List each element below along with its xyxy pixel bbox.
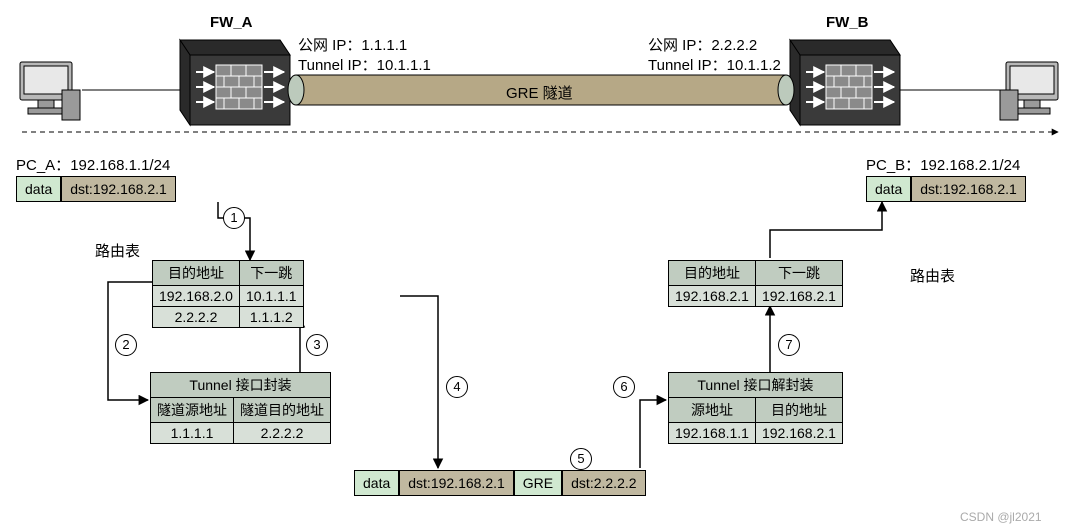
- rt-a-title: 路由表: [95, 240, 140, 261]
- step-2: 2: [115, 334, 137, 356]
- pkt-mid-dst2: dst:2.2.2.2: [562, 470, 645, 496]
- rt-a-hdr-next: 下一跳: [239, 261, 303, 286]
- tun-b-title: Tunnel 接口解封装: [669, 373, 843, 398]
- step-7: 7: [778, 334, 800, 356]
- step-5: 5: [570, 448, 592, 470]
- fw-b-label: FW_B: [826, 14, 869, 31]
- fw-b-icon: [790, 40, 900, 125]
- pc-a-icon: [20, 62, 80, 120]
- rt-a-hdr-dest: 目的地址: [153, 261, 240, 286]
- pkt-mid-data: data: [354, 470, 399, 496]
- step-6: 6: [613, 376, 635, 398]
- tun-b-dst: 192.168.2.1: [755, 423, 842, 444]
- tun-b-hdr-src: 源地址: [669, 398, 756, 423]
- tun-b-src: 192.168.1.1: [669, 423, 756, 444]
- step-3: 3: [306, 334, 328, 356]
- rt-a-row0-next: 10.1.1.1: [239, 286, 303, 307]
- rt-b-row0-dest: 192.168.2.1: [669, 286, 756, 307]
- pkt-mid-dst1: dst:192.168.2.1: [399, 470, 514, 496]
- tun-a-hdr-src: 隧道源地址: [151, 398, 234, 423]
- packet-mid: data dst:192.168.2.1 GRE dst:2.2.2.2: [354, 470, 646, 496]
- tun-b-hdr-dst: 目的地址: [755, 398, 842, 423]
- rt-a-row1-next: 1.1.1.2: [239, 307, 303, 328]
- watermark: CSDN @jl2021: [960, 510, 1042, 524]
- fw-b-tun: Tunnel IP：10.1.1.2: [648, 54, 781, 75]
- pc-b-icon: [1000, 62, 1058, 120]
- tun-a-dst: 2.2.2.2: [234, 423, 331, 444]
- packet-a: data dst:192.168.2.1: [16, 176, 176, 202]
- pkt-a-dst: dst:192.168.2.1: [61, 176, 176, 202]
- fw-a-icon: [180, 40, 290, 125]
- tun-a-title: Tunnel 接口封装: [151, 373, 331, 398]
- fw-a-tun: Tunnel IP：10.1.1.1: [298, 54, 431, 75]
- routing-table-b: 目的地址下一跳 192.168.2.1192.168.2.1: [668, 260, 843, 307]
- tunnel-decap-b: Tunnel 接口解封装 源地址目的地址 192.168.1.1192.168.…: [668, 372, 843, 444]
- step-1: 1: [223, 207, 245, 229]
- rt-a-row0-dest: 192.168.2.0: [153, 286, 240, 307]
- gre-tunnel-label: GRE 隧道: [506, 82, 573, 103]
- rt-a-row1-dest: 2.2.2.2: [153, 307, 240, 328]
- rt-b-row0-next: 192.168.2.1: [755, 286, 842, 307]
- fw-b-pub: 公网 IP：2.2.2.2: [648, 34, 757, 55]
- rt-b-hdr-next: 下一跳: [755, 261, 842, 286]
- pkt-mid-gre: GRE: [514, 470, 562, 496]
- pc-b-label: PC_B：192.168.2.1/24: [866, 154, 1020, 175]
- step-4: 4: [446, 376, 468, 398]
- pkt-b-data: data: [866, 176, 911, 202]
- rt-b-title: 路由表: [910, 265, 955, 286]
- pkt-b-dst: dst:192.168.2.1: [911, 176, 1026, 202]
- fw-a-label: FW_A: [210, 14, 253, 31]
- tun-a-src: 1.1.1.1: [151, 423, 234, 444]
- tun-a-hdr-dst: 隧道目的地址: [234, 398, 331, 423]
- pc-a-label: PC_A：192.168.1.1/24: [16, 154, 170, 175]
- pkt-a-data: data: [16, 176, 61, 202]
- rt-b-hdr-dest: 目的地址: [669, 261, 756, 286]
- packet-b: data dst:192.168.2.1: [866, 176, 1026, 202]
- routing-table-a: 目的地址下一跳 192.168.2.010.1.1.1 2.2.2.21.1.1…: [152, 260, 304, 328]
- tunnel-encap-a: Tunnel 接口封装 隧道源地址隧道目的地址 1.1.1.12.2.2.2: [150, 372, 331, 444]
- fw-a-pub: 公网 IP：1.1.1.1: [298, 34, 407, 55]
